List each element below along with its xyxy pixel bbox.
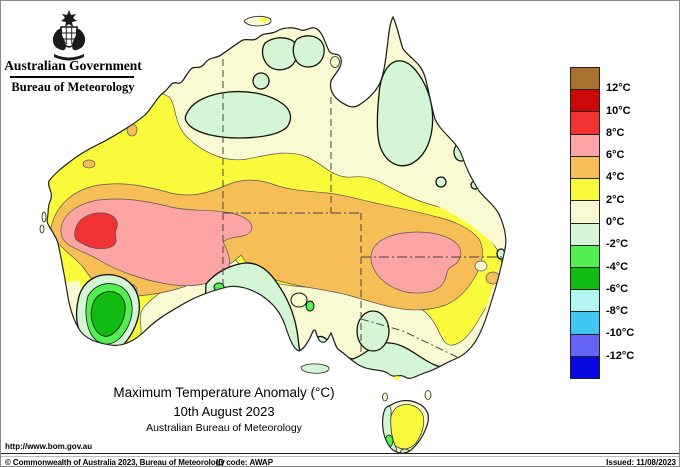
id-code-label: ID code: AWAP bbox=[216, 458, 274, 467]
legend-swatch bbox=[571, 266, 599, 290]
legend-swatch bbox=[571, 222, 599, 245]
title-block: Maximum Temperature Anomaly (°C) 10th Au… bbox=[64, 385, 384, 434]
legend-swatch bbox=[571, 111, 599, 134]
legend-swatch bbox=[571, 289, 599, 312]
legend-swatch bbox=[571, 155, 599, 179]
header-divider bbox=[10, 76, 134, 78]
bureau-label: Bureau of Meteorology bbox=[11, 80, 135, 94]
tasmania bbox=[382, 400, 429, 454]
footer-divider-sub bbox=[1, 456, 679, 457]
mainland-coastline bbox=[46, 15, 507, 379]
issued-label: Issued: 11/08/2023 bbox=[606, 458, 676, 467]
legend-swatch bbox=[571, 244, 599, 267]
map-date: 10th August 2023 bbox=[173, 404, 275, 419]
legend-swatch bbox=[571, 333, 599, 356]
bom-url: http://www.bom.gov.au bbox=[5, 442, 93, 451]
map-title: Maximum Temperature Anomaly (°C) bbox=[113, 385, 335, 400]
footer-divider bbox=[1, 453, 679, 454]
legend-swatch bbox=[571, 311, 599, 334]
government-label: Australian Government bbox=[4, 58, 142, 73]
copyright-label: © Commonwealth of Australia 2023, Bureau… bbox=[5, 458, 225, 467]
warm-anomaly-regions bbox=[47, 92, 506, 373]
legend bbox=[570, 67, 600, 379]
legend-swatch bbox=[571, 133, 599, 156]
offshore-islands bbox=[39, 15, 432, 402]
map-org: Australian Bureau of Meteorology bbox=[146, 422, 302, 434]
legend-swatch bbox=[571, 200, 599, 223]
coat-of-arms-icon bbox=[52, 10, 86, 61]
legend-swatch bbox=[571, 68, 599, 90]
state-borders bbox=[222, 59, 503, 358]
legend-swatch bbox=[571, 89, 599, 112]
legend-swatch bbox=[571, 178, 599, 201]
legend-swatch bbox=[571, 355, 599, 379]
